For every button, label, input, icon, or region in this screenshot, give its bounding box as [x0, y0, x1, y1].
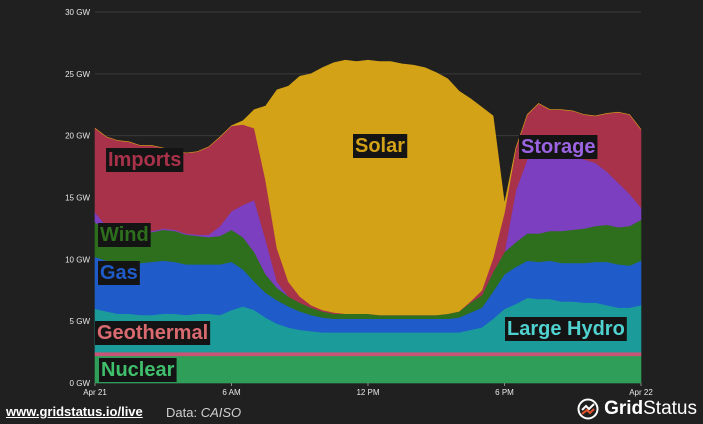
axes: 0 GW 5 GW 10 GW 15 GW 20 GW 25 GW 30 GW Apr 21 6…: [65, 8, 653, 397]
series-label-wind: Wind: [100, 224, 149, 246]
series-label-storage: Storage: [521, 136, 595, 158]
y-tick-label: 30 GW: [65, 8, 90, 17]
series-label-gas: Gas: [100, 262, 138, 284]
label-bg-geothermal: [95, 321, 211, 345]
x-tick-label: Apr 21: [83, 388, 107, 397]
area-geothermal: [94, 351, 642, 357]
x-tick-label: 6 PM: [495, 388, 514, 397]
series-label-nuclear: Nuclear: [101, 359, 175, 381]
label-group-imports: Imports: [106, 148, 184, 172]
label-group-nuclear: Nuclear: [99, 358, 177, 382]
y-tick-label: 0 GW: [70, 379, 91, 388]
y-tick-label: 10 GW: [65, 255, 90, 264]
area-nuclear: [94, 355, 642, 384]
x-tick-label: 12 PM: [356, 388, 379, 397]
brand-name: GridStatus: [604, 398, 697, 419]
gridstatus-logo-icon: [577, 398, 599, 420]
label-group-storage: Storage: [519, 135, 598, 159]
brand-logo: GridStatus: [577, 398, 697, 420]
series-label-solar: Solar: [355, 135, 405, 157]
y-tick-label: 25 GW: [65, 70, 90, 79]
label-group-geothermal: Geothermal: [95, 321, 211, 345]
series-label-large-hydro: Large Hydro: [507, 318, 625, 340]
label-group-gas: Gas: [98, 261, 140, 285]
series-label-geothermal: Geothermal: [97, 322, 208, 344]
label-bg-nuclear: [99, 358, 177, 382]
label-bg-wind: [98, 223, 151, 247]
x-tick-label: Apr 22: [629, 388, 653, 397]
data-source-prefix: Data:: [166, 405, 201, 420]
x-tick-label: 6 AM: [222, 388, 241, 397]
label-group-wind: Wind: [98, 223, 151, 247]
label-bg-storage: [519, 135, 598, 159]
label-bg-solar: [353, 134, 408, 158]
label-bg-gas: [98, 261, 140, 285]
series-label-imports: Imports: [108, 149, 181, 171]
y-tick-label: 5 GW: [70, 317, 91, 326]
gridstatus-live-link[interactable]: www.gridstatus.io/live: [6, 404, 143, 419]
data-source: Data: CAISO: [166, 405, 241, 420]
area-solar: [94, 59, 642, 316]
label-group-solar: Solar: [353, 134, 408, 158]
stacked-areas: [94, 59, 642, 384]
label-bg-imports: [106, 148, 184, 172]
series-labels: Nuclear Geothermal Large Hydro Gas Wind Stora…: [95, 134, 627, 382]
y-tick-label: 15 GW: [65, 194, 90, 203]
label-group-large-hydro: Large Hydro: [505, 317, 627, 341]
label-bg-large-hydro: [505, 317, 627, 341]
data-source-name: CAISO: [200, 405, 242, 420]
y-tick-label: 20 GW: [65, 132, 90, 141]
